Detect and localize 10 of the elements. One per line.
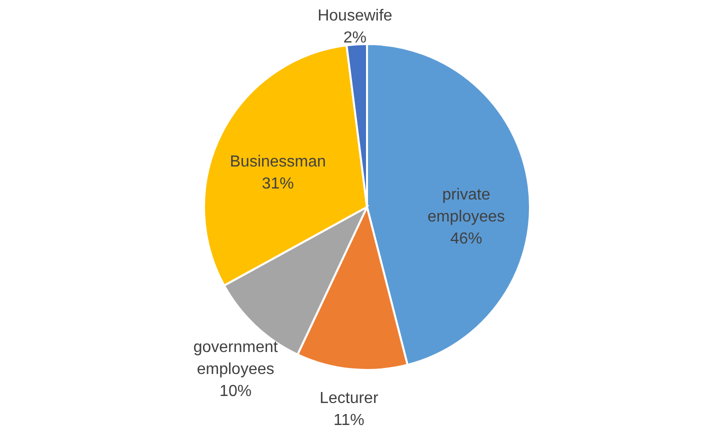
data-label: 46% (450, 230, 482, 248)
slice-label: Lecturer (320, 390, 379, 408)
data-label: 11% (334, 412, 364, 430)
slice-label: private employees (428, 186, 505, 226)
slice-label: Housewife (318, 7, 392, 24)
data-label: 10% (220, 382, 252, 400)
slice-label: Businessman (230, 154, 326, 171)
data-label: 2% (343, 29, 367, 46)
data-label: 31% (262, 176, 294, 193)
slice-label: government employees (193, 338, 278, 378)
